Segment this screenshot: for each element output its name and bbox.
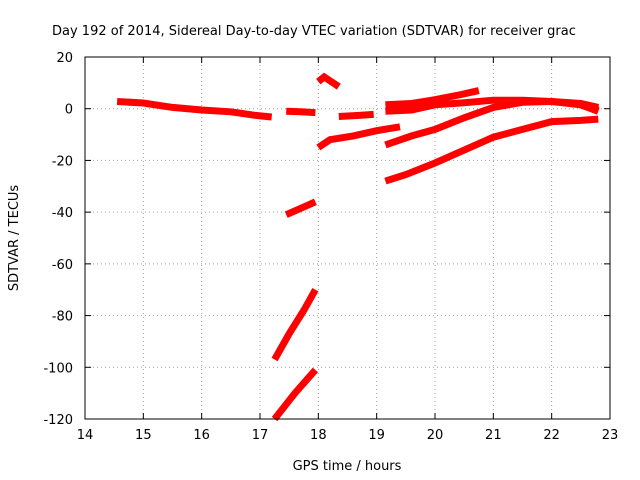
data-track-1 xyxy=(116,98,273,121)
data-track-12 xyxy=(384,115,599,185)
data-track-2 xyxy=(286,107,316,117)
x-tick-label: 17 xyxy=(252,428,269,443)
data-track-6 xyxy=(316,72,341,90)
x-axis-label: GPS time / hours xyxy=(293,459,402,474)
data-track-4 xyxy=(271,287,319,362)
x-tick-label: 14 xyxy=(77,428,94,443)
axis-ticks: 14 15 16 17 18 19 20 21 22 23 -120 -100 -80 -60 -40 -20… xyxy=(43,51,618,443)
x-tick-label: 16 xyxy=(193,428,210,443)
x-tick-label: 23 xyxy=(602,428,619,443)
y-tick-label: -40 xyxy=(52,206,73,221)
data-track-3 xyxy=(271,367,319,422)
data-track-9 xyxy=(385,87,480,109)
data-marks xyxy=(116,72,600,422)
y-tick-label: -60 xyxy=(52,258,73,273)
y-tick-label: -100 xyxy=(43,361,73,376)
y-tick-label: -80 xyxy=(52,310,73,325)
data-track-8 xyxy=(338,110,374,120)
x-tick-label: 19 xyxy=(368,428,385,443)
y-axis-label: SDTVAR / TECUs xyxy=(7,185,22,292)
x-tick-label: 15 xyxy=(135,428,152,443)
data-track-7 xyxy=(316,123,401,151)
data-track-5 xyxy=(284,198,317,218)
x-tick-label: 20 xyxy=(427,428,444,443)
chart-title: Day 192 of 2014, Sidereal Day-to-day VTE… xyxy=(52,24,576,39)
x-tick-label: 22 xyxy=(543,428,560,443)
y-tick-label: 0 xyxy=(65,103,73,118)
y-tick-label: -20 xyxy=(52,154,73,169)
x-tick-label: 21 xyxy=(485,428,502,443)
plot-frame xyxy=(84,56,611,420)
y-tick-label: -120 xyxy=(43,413,73,428)
data-track-13 xyxy=(562,98,600,115)
y-tick-label: 20 xyxy=(56,51,73,66)
x-tick-label: 18 xyxy=(310,428,327,443)
grid-lines xyxy=(85,57,610,419)
